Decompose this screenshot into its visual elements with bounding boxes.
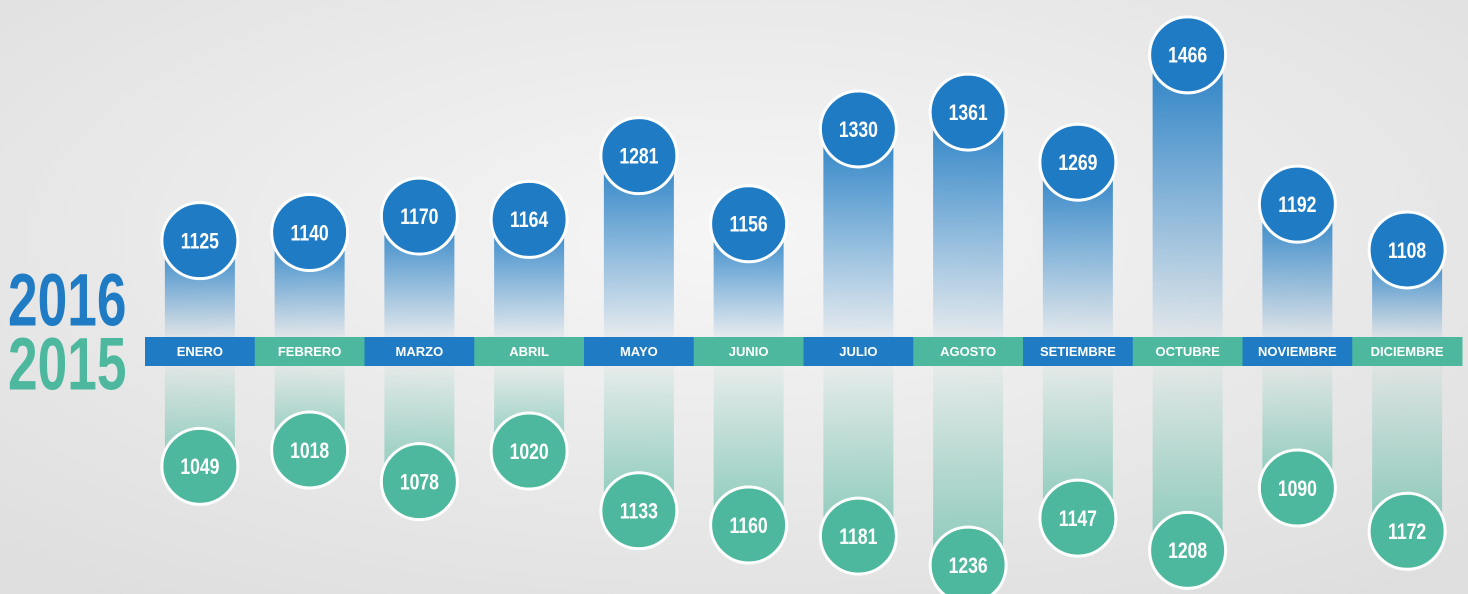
bubble: [709, 485, 789, 565]
legend-label: 2015: [8, 323, 127, 406]
value-label: 1020: [510, 440, 549, 464]
month-band: [913, 337, 1024, 366]
x-tick-label: ENERO: [177, 344, 223, 359]
month-band: [474, 337, 585, 366]
month-band: [1352, 337, 1463, 366]
bubble: [489, 179, 569, 259]
value-label: 1125: [181, 230, 219, 254]
month-band: [145, 337, 256, 366]
bubble: [928, 72, 1008, 152]
month-band: [1023, 337, 1134, 366]
bubble: [1257, 448, 1337, 528]
value-label: 1170: [400, 205, 438, 229]
x-tick-label: SETIEMBRE: [1040, 344, 1116, 359]
bubble: [818, 496, 898, 576]
legend-label: 2016: [8, 259, 127, 342]
value-label: 1361: [949, 101, 988, 125]
value-label: 1330: [839, 118, 878, 142]
value-label: 1164: [510, 208, 548, 232]
value-label: 1108: [1388, 239, 1426, 263]
value-label: 1208: [1168, 539, 1207, 563]
month-band: [584, 337, 695, 366]
bubble: [1038, 478, 1118, 558]
value-label: 1090: [1278, 477, 1317, 501]
x-tick-label: JUNIO: [729, 344, 769, 359]
value-label: 1160: [730, 514, 768, 538]
bubble: [270, 193, 350, 273]
value-label: 1192: [1278, 193, 1316, 217]
x-tick-label: FEBRERO: [278, 344, 342, 359]
month-band: [1242, 337, 1353, 366]
x-tick-label: AGOSTO: [940, 344, 996, 359]
x-tick-label: DICIEMBRE: [1371, 344, 1444, 359]
bubble: [1148, 510, 1228, 590]
value-label: 1466: [1168, 44, 1207, 68]
bubble: [1038, 122, 1118, 202]
bubble: [1367, 210, 1447, 290]
month-band: [693, 337, 804, 366]
value-label: 1018: [290, 439, 329, 463]
column: [1152, 54, 1223, 338]
bubble: [928, 525, 1008, 594]
x-tick-label: OCTUBRE: [1155, 344, 1220, 359]
bubble: [1148, 15, 1228, 95]
value-label: 1140: [291, 222, 329, 246]
bubble: [489, 411, 569, 491]
value-label: 1147: [1059, 507, 1097, 531]
bubble: [270, 410, 350, 490]
value-label: 1236: [949, 554, 988, 578]
value-label: 1078: [400, 471, 439, 495]
bubble: [160, 201, 240, 281]
month-band: [254, 337, 365, 366]
month-band: [1132, 337, 1243, 366]
bubble: [1257, 164, 1337, 244]
x-tick-label: JULIO: [839, 344, 877, 359]
month-band: [803, 337, 914, 366]
bubble: [379, 176, 459, 256]
bubble: [709, 184, 789, 264]
bubble: [818, 89, 898, 169]
bubble: [599, 471, 679, 551]
bubble: [379, 442, 459, 522]
x-tick-label: NOVIEMBRE: [1258, 344, 1337, 359]
value-label: 1156: [730, 213, 768, 237]
x-tick-label: MARZO: [396, 344, 444, 359]
bubble: [1367, 491, 1447, 571]
value-label: 1281: [619, 145, 658, 169]
bubble: [599, 116, 679, 196]
value-label: 1133: [620, 500, 658, 524]
x-tick-label: ABRIL: [509, 344, 549, 359]
value-label: 1181: [839, 525, 877, 549]
bubble: [160, 426, 240, 506]
month-band: [364, 337, 475, 366]
value-label: 1172: [1388, 520, 1426, 544]
value-label: 1269: [1058, 151, 1097, 175]
value-label: 1049: [180, 455, 219, 479]
x-tick-label: MAYO: [620, 344, 658, 359]
